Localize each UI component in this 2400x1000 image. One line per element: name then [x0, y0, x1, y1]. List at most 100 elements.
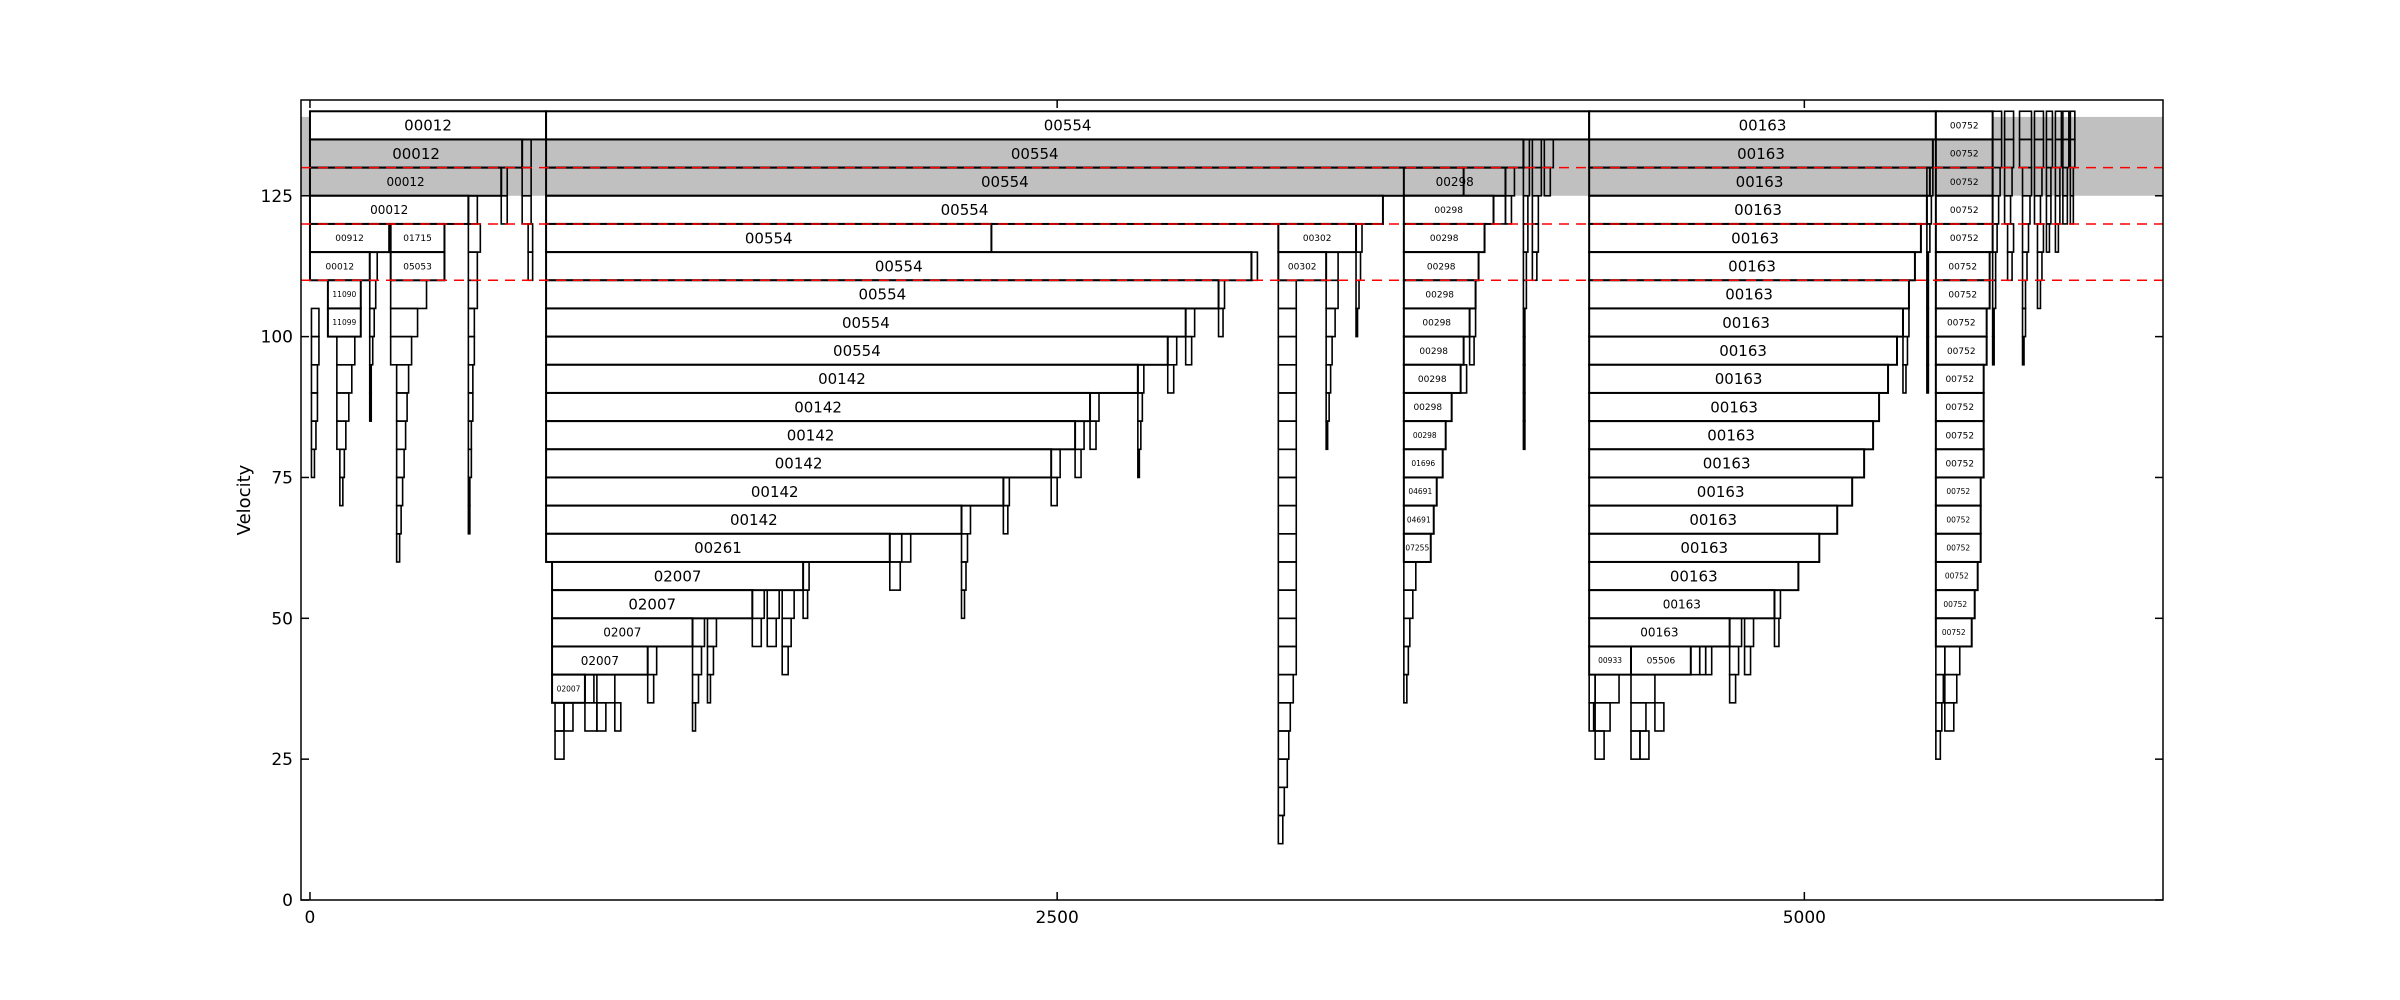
icicle-box — [326, 307, 362, 338]
stub-bar — [1217, 307, 1224, 338]
axis-tick-layer: 0 2500 5000 0 25 50 75 100 125 — [261, 100, 2163, 928]
stub-bar — [596, 702, 607, 732]
box-label: 00142 — [787, 426, 835, 444]
y-tick-label: 25 — [271, 750, 293, 770]
stub-bar — [766, 617, 778, 648]
stub-bar — [1743, 645, 1752, 676]
box-label: 00752 — [1946, 515, 1970, 524]
box-label: 00163 — [1739, 117, 1787, 135]
stub-bar — [1991, 307, 1995, 338]
icicle-box — [1588, 589, 1776, 620]
stub-bar — [1184, 335, 1193, 366]
icicle-box — [1934, 560, 1979, 592]
box-label: 00752 — [1945, 431, 1974, 441]
icicle-box — [545, 504, 963, 535]
icicle-box — [545, 251, 1253, 282]
icicle-box — [545, 448, 1053, 479]
box-label: 00298 — [1430, 234, 1459, 244]
icicle-box — [545, 335, 1169, 366]
icicle-box — [1934, 617, 1973, 648]
stub-bar — [1588, 702, 1595, 732]
stub-bar — [646, 673, 655, 704]
box-label: 00163 — [1734, 201, 1782, 219]
box-label: 00261 — [694, 539, 742, 557]
box-label: 00752 — [1946, 544, 1970, 553]
box-label: 00163 — [1719, 342, 1767, 360]
stub-bar — [2045, 223, 2051, 253]
stub-bar — [1639, 730, 1650, 760]
box-label: 07255 — [1405, 544, 1429, 553]
box-label: 00012 — [392, 145, 440, 163]
stub-bar — [1773, 617, 1780, 648]
box-label: 00752 — [1950, 206, 1979, 216]
icicle-box — [1588, 363, 1890, 394]
stub-bar — [1654, 702, 1665, 732]
stub-bar — [1403, 673, 1408, 704]
box-label: 04691 — [1408, 487, 1432, 496]
box-label: 00163 — [1707, 426, 1755, 444]
box-label: 00142 — [751, 483, 799, 501]
box-label: 00752 — [1945, 403, 1974, 413]
box-label: 00752 — [1942, 628, 1966, 637]
box-label: 00752 — [1945, 460, 1974, 470]
stub-bar — [614, 702, 622, 732]
icicle-box — [1402, 363, 1462, 394]
stub-bar — [2062, 194, 2069, 225]
stub-bar — [1355, 307, 1359, 338]
icicle-box — [545, 194, 1384, 225]
box-label: 00142 — [794, 398, 842, 416]
icicle-box — [1934, 335, 1988, 366]
box-label: 00298 — [1436, 175, 1474, 189]
box-label: 00298 — [1425, 291, 1454, 301]
stub-bar — [1137, 448, 1141, 479]
box-label: 00554 — [981, 173, 1029, 191]
box-label: 05053 — [403, 262, 432, 272]
icicle-box — [389, 222, 446, 254]
stub-bar — [368, 363, 373, 394]
icicle-box — [1934, 307, 1988, 338]
icicle-box — [551, 617, 694, 648]
y-tick-label: 125 — [261, 187, 293, 207]
box-label: 00298 — [1434, 206, 1463, 216]
box-label: 00912 — [335, 234, 364, 244]
box-label: 00554 — [941, 201, 989, 219]
icicle-box — [1934, 589, 1976, 620]
box-label: 00298 — [1419, 347, 1448, 357]
box-label: 11099 — [332, 318, 356, 327]
icicle-box — [1934, 476, 1982, 507]
box-label: 00012 — [370, 203, 408, 217]
box-label: 00752 — [1943, 600, 1967, 609]
icicle-box — [1588, 420, 1875, 451]
plot-frame — [300, 99, 2164, 901]
stub-bar — [1468, 335, 1475, 366]
icicle-box — [551, 645, 649, 676]
box-label: 00163 — [1663, 597, 1701, 611]
box-label: 00163 — [1737, 145, 1785, 163]
box-label: 11090 — [332, 290, 356, 299]
icicle-box — [1934, 504, 1982, 535]
box-label: 01715 — [403, 234, 432, 244]
box-label: 00752 — [1950, 122, 1979, 132]
box-label: 00298 — [1422, 319, 1451, 329]
box-label: 00752 — [1950, 150, 1979, 160]
stub-bar — [1944, 702, 1955, 732]
box-label: 00163 — [1731, 229, 1779, 247]
box-label: 00163 — [1640, 626, 1678, 640]
box-label: 02007 — [581, 654, 619, 668]
box-label: 00142 — [775, 455, 823, 473]
icicle-box — [545, 307, 1187, 338]
stub-bar — [1277, 814, 1284, 845]
stub-bar — [751, 617, 763, 648]
box-label: 00554 — [1044, 117, 1092, 135]
icicle-box — [1402, 222, 1486, 254]
box-label: 00163 — [1680, 539, 1728, 557]
stub-bar — [1728, 673, 1737, 704]
icicle-box — [1402, 335, 1465, 366]
box-label: 00752 — [1947, 319, 1976, 329]
box-label: 00012 — [404, 117, 452, 135]
box-label: 00298 — [1418, 375, 1447, 385]
stub-bar — [1522, 307, 1526, 338]
box-label: 00752 — [1946, 487, 1970, 496]
stub-bar — [1991, 335, 1995, 366]
box-label: 00554 — [745, 229, 793, 247]
